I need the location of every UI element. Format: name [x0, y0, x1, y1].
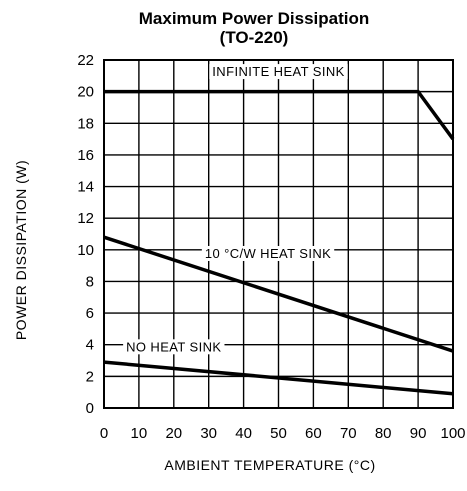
x-tick-label: 80	[375, 425, 392, 442]
plot-frame	[103, 59, 454, 409]
x-tick-labels: 0 10 20 30 40 50 60 70 80 90 100	[100, 425, 466, 442]
series-line-1	[103, 235, 454, 353]
x-tick-label: 0	[100, 425, 108, 442]
series-annotation: INFINITE HEAT SINK	[212, 64, 344, 79]
x-tick-label: 60	[305, 425, 322, 442]
y-tick-label: 0	[86, 400, 94, 417]
x-tick-label: 40	[235, 425, 252, 442]
y-tick-labels: 0 2 4 6 8 10 12 14 16 18 20 22	[77, 52, 94, 417]
x-axis-label: AMBIENT TEMPERATURE (°C)	[164, 457, 375, 473]
y-tick-label: 4	[86, 337, 94, 354]
y-tick-label: 14	[77, 179, 94, 196]
y-tick-label: 18	[77, 115, 94, 132]
series-line-2	[103, 360, 454, 396]
x-tick-label: 70	[340, 425, 357, 442]
y-tick-label: 10	[77, 242, 94, 259]
x-tick-label: 20	[165, 425, 182, 442]
y-tick-label: 8	[86, 273, 94, 290]
chart-title: Maximum Power Dissipation	[139, 9, 370, 28]
x-tick-label: 30	[200, 425, 217, 442]
series-annotation: 10 °C/W HEAT SINK	[205, 246, 331, 261]
series-annotation: NO HEAT SINK	[126, 339, 221, 354]
x-tick-label: 50	[270, 425, 287, 442]
annotation-background	[123, 339, 225, 355]
x-tick-label: 100	[440, 425, 465, 442]
y-tick-label: 22	[77, 52, 94, 69]
y-tick-label: 16	[77, 147, 94, 164]
chart-subtitle: (TO-220)	[220, 28, 289, 47]
y-tick-label: 2	[86, 368, 94, 385]
annotation-background	[209, 64, 348, 80]
series-lines	[103, 89, 455, 396]
x-tick-label: 10	[131, 425, 148, 442]
y-axis-label: POWER DISSIPATION (W)	[13, 160, 29, 340]
series-line-0	[104, 89, 455, 141]
grid-lines	[104, 60, 453, 408]
x-tick-label: 90	[410, 425, 427, 442]
y-tick-label: 20	[77, 84, 94, 101]
annotation-background	[201, 245, 335, 261]
y-tick-label: 12	[77, 210, 94, 227]
y-tick-label: 6	[86, 305, 94, 322]
series-annotations: INFINITE HEAT SINK 10 °C/W HEAT SINK NO HE…	[123, 64, 348, 355]
